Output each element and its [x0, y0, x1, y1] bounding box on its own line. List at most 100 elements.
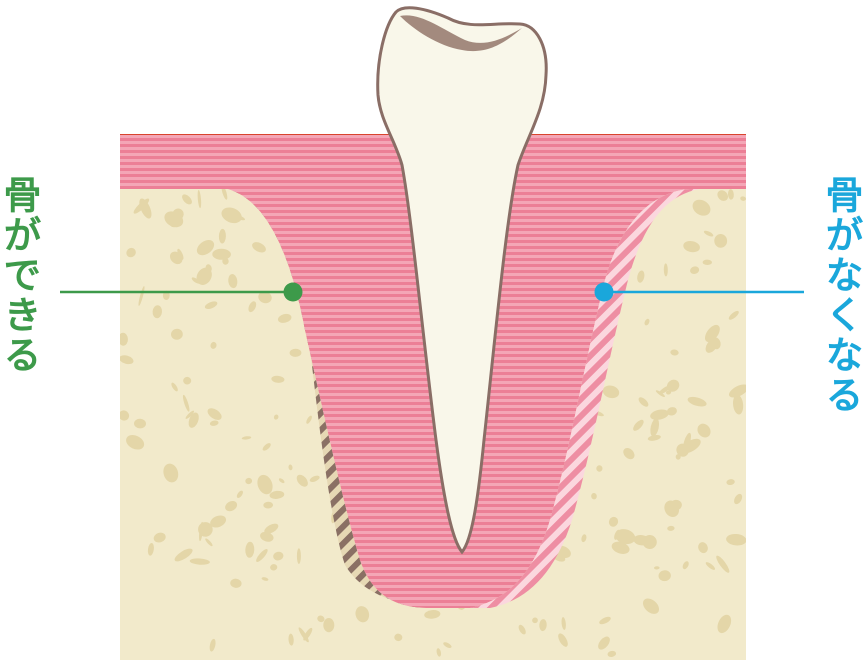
- bone-spot: [436, 648, 442, 657]
- bone-spot: [687, 396, 707, 407]
- bone-spot: [623, 447, 635, 460]
- bone-spot: [205, 538, 213, 547]
- bone-spot: [269, 490, 285, 499]
- bone-spot: [644, 318, 650, 326]
- bone-spot: [188, 412, 199, 428]
- bone-spot: [642, 598, 660, 614]
- bone-spot: [288, 464, 293, 471]
- bone-spot: [615, 529, 636, 545]
- bone-spot: [120, 410, 130, 421]
- bone-spot: [306, 415, 312, 424]
- bone-spot: [198, 522, 213, 537]
- bone-spot: [690, 266, 700, 274]
- bone-spot: [182, 194, 192, 205]
- bone-spot: [298, 627, 309, 643]
- bone-spot: [659, 385, 671, 394]
- bone-spot: [654, 566, 660, 570]
- bone-spot: [273, 414, 279, 420]
- bone-spot: [740, 196, 746, 201]
- tooth-cusp-shadow: [400, 15, 522, 52]
- bone-spot: [702, 259, 712, 266]
- bone-spot: [152, 305, 163, 319]
- bone-spot: [174, 548, 193, 562]
- bone-spot: [264, 523, 279, 534]
- bone-spot: [245, 477, 253, 485]
- bone-spot: [647, 434, 661, 441]
- bone-spot: [189, 558, 210, 565]
- bone-spot: [591, 493, 597, 500]
- bone-spot: [236, 490, 243, 499]
- bone-spot: [663, 263, 668, 277]
- bone-spot: [705, 338, 719, 353]
- bone-spot: [666, 390, 672, 395]
- bone-spot: [212, 248, 231, 260]
- bone-spot: [171, 328, 183, 340]
- bone-spot: [682, 432, 692, 452]
- right-marker-dot: [594, 282, 614, 302]
- bone-spot: [323, 618, 335, 633]
- bone-spot: [171, 382, 178, 392]
- bone-spot: [650, 409, 669, 420]
- bone-spot: [241, 436, 252, 440]
- bone-spot: [120, 355, 134, 365]
- bone-spot: [714, 234, 728, 248]
- bone-spot: [262, 443, 271, 451]
- bone-spot: [288, 633, 294, 646]
- bone-spot: [734, 493, 743, 505]
- bone-spot: [163, 463, 179, 483]
- bone-spot: [666, 407, 677, 416]
- bone-spot: [614, 529, 620, 540]
- bone-spot: [210, 515, 227, 528]
- bone-spot: [518, 624, 526, 635]
- bone-spot: [638, 397, 649, 407]
- bone-spot: [607, 650, 617, 657]
- bone-spot: [558, 633, 568, 647]
- bone-spot: [257, 474, 273, 495]
- bone-spot: [126, 435, 145, 450]
- bone-spot: [271, 375, 285, 383]
- bone-spot: [424, 610, 441, 619]
- bone-spot: [197, 190, 202, 209]
- bone-spot: [260, 531, 274, 542]
- bone-spot: [207, 408, 222, 420]
- bone-spot: [296, 474, 308, 487]
- bone-spot: [209, 420, 219, 426]
- bone-spot: [317, 615, 325, 623]
- bone-spot: [670, 349, 679, 356]
- bone-spot: [270, 564, 278, 571]
- bone-spot: [183, 376, 192, 385]
- bone-spot: [309, 475, 320, 482]
- bone-spot: [637, 270, 645, 283]
- bone-spot: [248, 301, 257, 313]
- bone-spot: [682, 561, 689, 570]
- bone-spot: [209, 638, 216, 652]
- bone-spot: [185, 410, 195, 419]
- bone-spot: [196, 267, 212, 285]
- bone-spot: [261, 577, 269, 581]
- bone-spot: [733, 394, 744, 415]
- bone-spot: [667, 525, 675, 531]
- bone-spot: [664, 500, 680, 518]
- bone-spot: [126, 247, 136, 258]
- bone-spot: [205, 264, 212, 273]
- bone-spot: [581, 534, 587, 543]
- bone-spot: [147, 542, 154, 556]
- bone-spot: [182, 394, 190, 412]
- bone-spot: [726, 479, 735, 486]
- bone-spot: [277, 313, 292, 323]
- bone-formation-label: 骨ができる: [0, 175, 41, 375]
- bone-spot: [698, 542, 708, 554]
- resorption-zone: [470, 189, 700, 608]
- bone-spot: [602, 385, 620, 399]
- bone-spot: [218, 228, 226, 244]
- bone-resorption-label: 骨がなくなる: [819, 175, 863, 415]
- bone-spot: [226, 212, 246, 221]
- bone-spot: [278, 478, 285, 484]
- bone-spot: [228, 274, 238, 289]
- bone-spot: [258, 291, 272, 304]
- bone-spot: [561, 617, 566, 630]
- bone-spot: [596, 465, 603, 472]
- bone-spot: [633, 419, 644, 431]
- bone-spot: [245, 541, 255, 558]
